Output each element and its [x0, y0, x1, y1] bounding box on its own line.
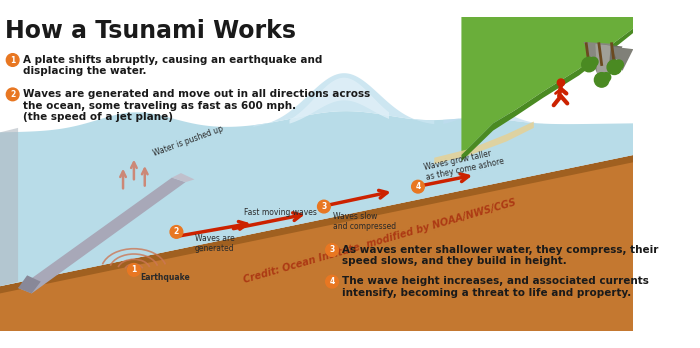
Polygon shape: [461, 28, 634, 161]
Polygon shape: [0, 155, 634, 293]
Polygon shape: [595, 44, 610, 80]
Circle shape: [615, 60, 624, 69]
Text: 3: 3: [330, 245, 335, 254]
Polygon shape: [0, 111, 634, 286]
Polygon shape: [0, 141, 634, 286]
Circle shape: [318, 200, 330, 213]
Text: Fast moving waves: Fast moving waves: [244, 207, 317, 216]
Polygon shape: [290, 78, 389, 124]
Text: Credit: Ocean Insitute, modified by NOAA/NWS/CGS: Credit: Ocean Insitute, modified by NOAA…: [242, 197, 517, 285]
Polygon shape: [0, 150, 634, 280]
Text: Waves are generated and move out in all directions across
the ocean, some travel: Waves are generated and move out in all …: [22, 89, 370, 122]
Text: Waves are
generated: Waves are generated: [195, 234, 235, 253]
Polygon shape: [18, 177, 186, 293]
Text: Waves grow taller
as they come ashore: Waves grow taller as they come ashore: [424, 147, 505, 182]
Polygon shape: [610, 46, 634, 71]
Text: 3: 3: [321, 202, 326, 211]
Polygon shape: [18, 275, 41, 293]
Polygon shape: [253, 73, 434, 127]
Polygon shape: [0, 141, 634, 275]
Circle shape: [582, 57, 596, 72]
Text: Waves slow
and compressed: Waves slow and compressed: [333, 212, 396, 231]
Text: Earthquake: Earthquake: [140, 272, 190, 282]
Polygon shape: [0, 147, 634, 281]
Circle shape: [170, 226, 183, 238]
Polygon shape: [461, 17, 634, 155]
Text: How a Tsunami Works: How a Tsunami Works: [4, 19, 295, 43]
Circle shape: [127, 263, 140, 276]
Polygon shape: [172, 173, 195, 182]
Polygon shape: [595, 44, 622, 78]
Text: 4: 4: [330, 277, 335, 286]
Text: As waves enter shallower water, they compress, their
speed slows, and they build: As waves enter shallower water, they com…: [342, 245, 659, 266]
Polygon shape: [443, 109, 542, 124]
Polygon shape: [0, 152, 634, 286]
Text: Water is pushed up: Water is pushed up: [152, 124, 225, 158]
Circle shape: [412, 180, 424, 193]
Text: A plate shifts abruptly, causing an earthquake and
displacing the water.: A plate shifts abruptly, causing an eart…: [22, 55, 322, 76]
Text: The wave height increases, and associated currents
intensify, becoming a threat : The wave height increases, and associate…: [342, 276, 649, 298]
Circle shape: [607, 60, 622, 74]
Polygon shape: [0, 155, 634, 331]
Polygon shape: [584, 42, 610, 73]
Text: 1: 1: [10, 55, 15, 64]
Circle shape: [6, 88, 19, 101]
Text: 4: 4: [415, 182, 421, 191]
Polygon shape: [0, 128, 18, 286]
Polygon shape: [0, 146, 634, 286]
Circle shape: [326, 275, 338, 288]
Polygon shape: [434, 121, 534, 164]
Text: 2: 2: [174, 227, 179, 236]
Circle shape: [6, 54, 19, 66]
Circle shape: [589, 57, 598, 66]
Circle shape: [557, 79, 565, 86]
Circle shape: [326, 244, 338, 256]
Text: 1: 1: [132, 266, 136, 275]
Text: 2: 2: [10, 90, 15, 99]
Circle shape: [601, 73, 610, 82]
Circle shape: [594, 73, 609, 87]
